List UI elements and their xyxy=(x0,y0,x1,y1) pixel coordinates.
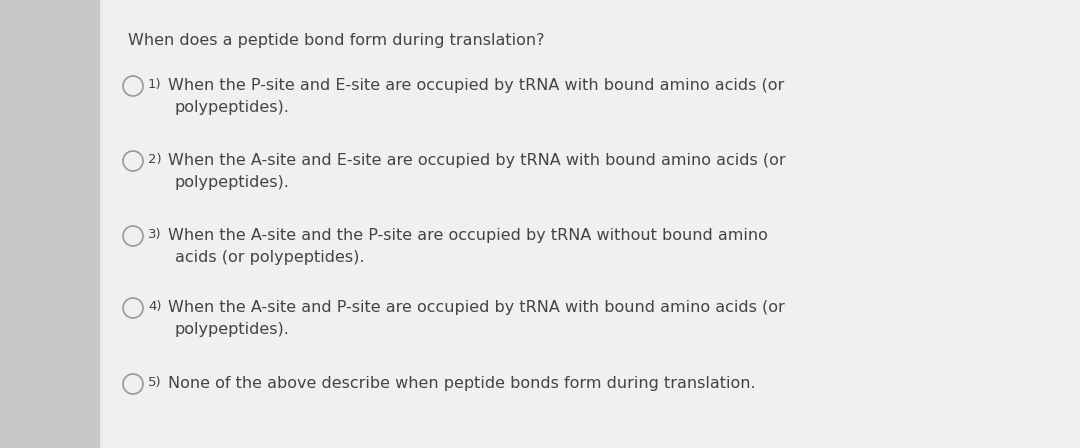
Text: polypeptides).: polypeptides). xyxy=(175,322,289,337)
Text: When the A-site and P-site are occupied by tRNA with bound amino acids (or: When the A-site and P-site are occupied … xyxy=(168,300,785,315)
Text: acids (or polypeptides).: acids (or polypeptides). xyxy=(175,250,365,265)
Text: 1): 1) xyxy=(148,78,162,91)
Text: When does a peptide bond form during translation?: When does a peptide bond form during tra… xyxy=(129,33,544,48)
Text: polypeptides).: polypeptides). xyxy=(175,175,289,190)
Text: 2): 2) xyxy=(148,153,162,166)
Text: None of the above describe when peptide bonds form during translation.: None of the above describe when peptide … xyxy=(168,376,756,391)
FancyBboxPatch shape xyxy=(100,0,1080,448)
Text: polypeptides).: polypeptides). xyxy=(175,100,289,115)
Text: When the A-site and E-site are occupied by tRNA with bound amino acids (or: When the A-site and E-site are occupied … xyxy=(168,153,785,168)
Text: 5): 5) xyxy=(148,376,162,389)
Text: When the P-site and E-site are occupied by tRNA with bound amino acids (or: When the P-site and E-site are occupied … xyxy=(168,78,784,93)
Text: 4): 4) xyxy=(148,300,162,313)
Text: 3): 3) xyxy=(148,228,162,241)
Bar xyxy=(100,0,103,448)
FancyBboxPatch shape xyxy=(0,0,100,448)
Text: When the A-site and the P-site are occupied by tRNA without bound amino: When the A-site and the P-site are occup… xyxy=(168,228,768,243)
